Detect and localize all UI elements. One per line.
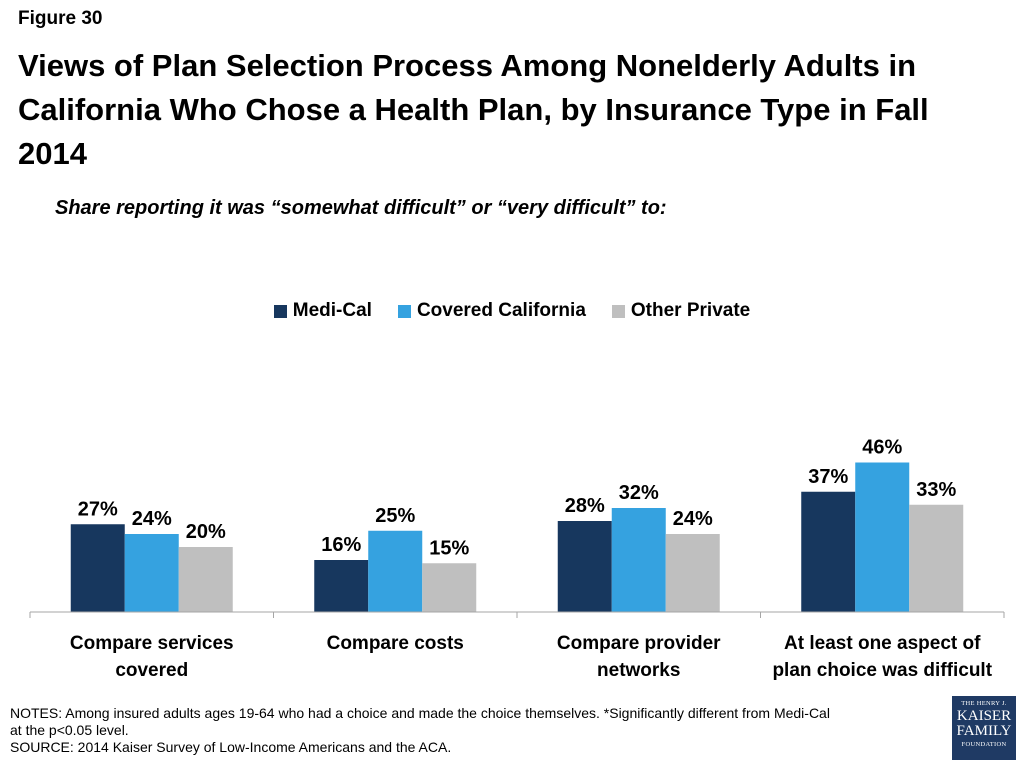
notes: NOTES: Among insured adults ages 19-64 w…: [10, 705, 935, 756]
bar-covered-california-1: [124, 534, 179, 612]
data-label-other-private-4: 33%: [916, 479, 956, 501]
legend-item-other-private: Other Private: [611, 300, 751, 322]
bar-medi-cal-1: [70, 524, 125, 612]
legend-swatch-medi-cal: [273, 304, 287, 318]
data-label-other-private-3: 24%: [673, 508, 713, 530]
data-label-medi-cal-2: 16%: [321, 534, 361, 556]
bar-chart: 27% 24% 20% Compare services covered 16% 25% 15…: [29, 437, 1005, 681]
bar-covered-california-2: [368, 530, 423, 612]
bar-covered-california-3: [611, 508, 666, 612]
kaiser-family-foundation-logo: THE HENRY J. KAISER FAMILY FOUNDATION: [952, 696, 1016, 760]
category-label-3-line-1: Compare provider: [557, 633, 721, 654]
legend-swatch-other-private: [611, 304, 625, 318]
category-label-1-line-2: covered: [115, 660, 188, 681]
logo-line-2: KAISER: [956, 708, 1012, 724]
logo-line-3: FAMILY: [956, 723, 1012, 739]
data-label-medi-cal-3: 28%: [565, 495, 605, 517]
chart-legend: Medi-Cal Covered California Other Privat…: [0, 300, 1024, 322]
bar-other-private-2: [422, 563, 477, 612]
logo-line-1: THE HENRY J.: [961, 700, 1007, 707]
chart-subtitle: Share reporting it was “somewhat difficu…: [55, 197, 667, 219]
data-label-other-private-2: 15%: [429, 537, 469, 559]
bar-medi-cal-4: [801, 491, 856, 612]
data-label-other-private-1: 20%: [186, 521, 226, 543]
legend-label-medi-cal: Medi-Cal: [292, 300, 372, 321]
notes-line-1: NOTES: Among insured adults ages 19-64 w…: [10, 705, 830, 721]
data-label-covered-california-2: 25%: [375, 505, 415, 527]
category-label-3-line-2: networks: [597, 660, 680, 681]
category-label-2-line-1: Compare costs: [327, 633, 464, 654]
bar-medi-cal-3: [557, 521, 612, 612]
data-label-medi-cal-1: 27%: [78, 498, 118, 520]
category-label-4-line-2: plan choice was difficult: [772, 660, 992, 681]
bar-covered-california-4: [855, 462, 910, 612]
bar-other-private-3: [665, 534, 720, 612]
notes-line-2: at the p<0.05 level.: [10, 722, 129, 738]
logo-line-4: FOUNDATION: [961, 741, 1007, 748]
legend-label-other-private: Other Private: [630, 300, 751, 321]
legend-item-covered-california: Covered California: [397, 300, 586, 322]
data-label-covered-california-1: 24%: [132, 508, 172, 530]
source-line: SOURCE: 2014 Kaiser Survey of Low-Income…: [10, 739, 452, 755]
bar-other-private-1: [178, 547, 233, 612]
bar-other-private-4: [909, 504, 964, 612]
legend-label-covered-california: Covered California: [416, 300, 586, 321]
chart-title: Views of Plan Selection Process Among No…: [18, 48, 929, 171]
legend-swatch-covered-california: [397, 304, 411, 318]
figure-label: Figure 30: [18, 8, 103, 29]
category-label-1-line-1: Compare services: [70, 633, 234, 654]
legend-item-medi-cal: Medi-Cal: [273, 300, 372, 322]
data-label-covered-california-4: 46%: [862, 437, 902, 459]
data-label-covered-california-3: 32%: [619, 482, 659, 504]
category-label-4-line-1: At least one aspect of: [784, 633, 981, 654]
data-label-medi-cal-4: 37%: [808, 466, 848, 488]
bar-medi-cal-2: [314, 560, 369, 612]
